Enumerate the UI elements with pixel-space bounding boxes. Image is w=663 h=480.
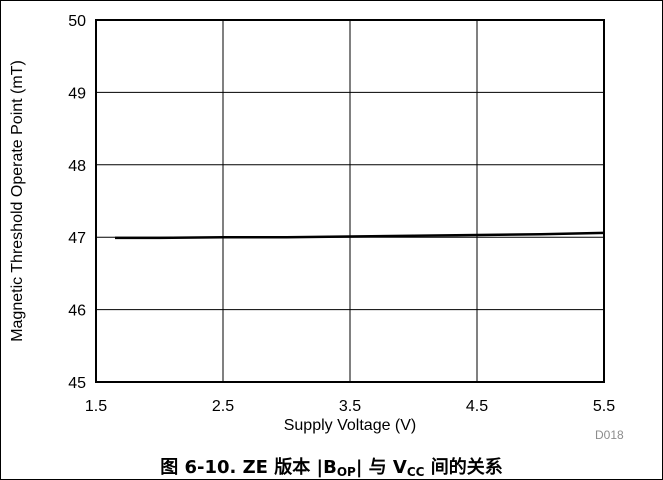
caption-sub-cc: CC xyxy=(406,465,425,479)
series-line xyxy=(115,231,605,240)
caption-mid: | 与 V xyxy=(355,457,407,478)
figure-caption: 图 6-10. ZE 版本 |BOP| 与 VCC 间的关系 xyxy=(0,453,663,479)
x-tick-label: 1.5 xyxy=(85,398,107,415)
x-tick-label: 3.5 xyxy=(339,398,361,415)
chart: 1.5 2.5 3.5 4.5 5.5 45 46 47 48 49 50 Supply Volta… xyxy=(9,13,615,434)
x-tick-label: 5.5 xyxy=(593,398,615,415)
caption-prefix: 图 6-10. ZE 版本 |B xyxy=(160,457,337,478)
x-axis-label: Supply Voltage (V) xyxy=(284,417,417,434)
y-tick-label: 48 xyxy=(68,158,86,175)
y-tick-label: 45 xyxy=(68,375,86,392)
caption-suffix: 间的关系 xyxy=(424,457,503,478)
x-tick-label: 4.5 xyxy=(466,398,488,415)
y-tick-label: 47 xyxy=(68,230,86,247)
chart-grid xyxy=(96,20,604,382)
y-tick-label: 50 xyxy=(68,13,86,30)
caption-sub-op: OP xyxy=(336,465,356,479)
plot-area xyxy=(95,19,605,383)
y-tick-label: 46 xyxy=(68,303,86,320)
series-lines xyxy=(115,231,605,240)
x-tick-label: 2.5 xyxy=(212,398,234,415)
y-axis-label: Magnetic Threshold Operate Point (mT) xyxy=(9,60,26,342)
axis-ticks: 1.5 2.5 3.5 4.5 5.5 45 46 47 48 49 50 xyxy=(68,13,615,415)
y-tick-label: 49 xyxy=(68,85,86,102)
figure-id: D018 xyxy=(595,428,624,442)
